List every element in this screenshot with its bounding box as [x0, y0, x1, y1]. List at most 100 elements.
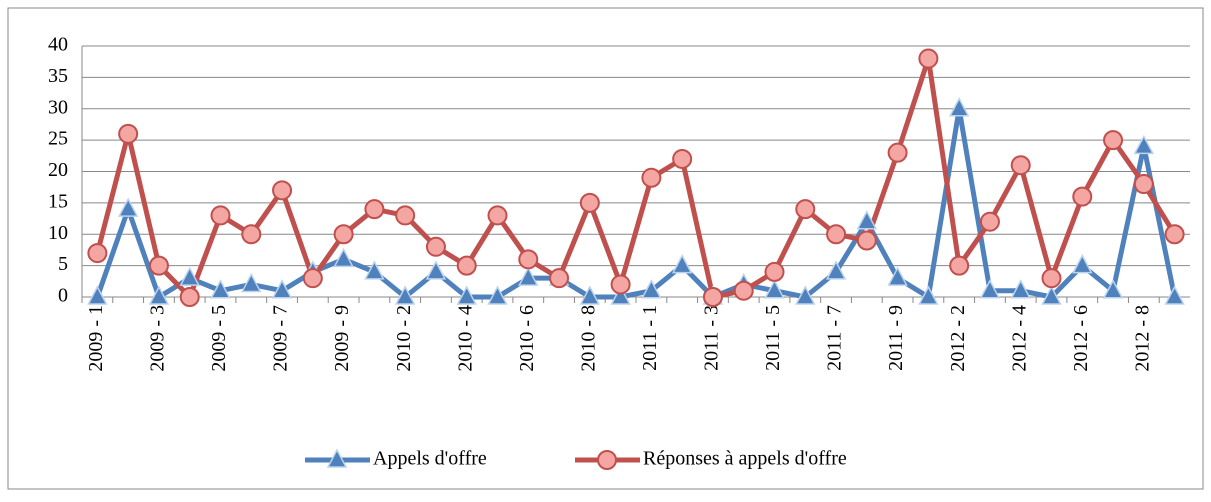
point [456, 285, 477, 305]
point [826, 224, 847, 245]
point [179, 266, 200, 286]
point [425, 236, 446, 257]
point [948, 97, 970, 117]
point [795, 285, 816, 305]
point [1102, 279, 1124, 299]
point [887, 142, 908, 163]
x-tick-label: 2011 - 7 [824, 305, 846, 371]
point [1164, 224, 1185, 245]
point [272, 180, 293, 201]
point [241, 272, 262, 293]
point [395, 205, 416, 226]
point [179, 287, 200, 307]
x-tick-label: 2011 - 1 [639, 305, 661, 371]
point [795, 199, 816, 220]
y-tick-label: 25 [48, 128, 68, 150]
legend-marker [597, 450, 617, 470]
point [487, 205, 508, 226]
point [210, 279, 231, 299]
point [210, 205, 231, 226]
point [949, 255, 970, 276]
point [487, 285, 508, 305]
legend-marker [326, 448, 348, 468]
point [1072, 254, 1093, 274]
point [456, 255, 477, 276]
point [118, 123, 139, 144]
point [979, 279, 1001, 299]
point [333, 224, 354, 245]
point [610, 274, 631, 295]
point [641, 167, 662, 188]
x-tick-label: 2010 - 6 [516, 305, 538, 372]
y-tick-label: 35 [48, 65, 68, 87]
point [549, 268, 570, 289]
point [1010, 155, 1031, 176]
x-tick-label: 2009 - 3 [147, 305, 169, 372]
point [333, 247, 354, 268]
x-tick-label: 2012 - 6 [1070, 305, 1092, 372]
point [425, 260, 447, 280]
y-tick-label: 40 [48, 34, 68, 56]
point [271, 279, 293, 299]
point [117, 197, 139, 217]
x-tick-label: 2009 - 5 [208, 305, 230, 372]
y-tick-label: 15 [48, 190, 68, 212]
x-tick-label: 2009 - 1 [85, 305, 107, 372]
point [918, 48, 939, 69]
point [87, 243, 108, 264]
legend-label: Appels d'offre [373, 448, 487, 470]
x-tick-label: 2011 - 9 [885, 305, 907, 371]
point [979, 211, 1000, 232]
point [364, 199, 385, 220]
x-tick-label: 2010 - 4 [454, 305, 476, 372]
point [579, 192, 600, 213]
x-tick-label: 2009 - 7 [270, 305, 292, 372]
point [1133, 134, 1155, 155]
point [518, 249, 539, 270]
point [148, 255, 169, 276]
point [641, 279, 662, 299]
point [241, 224, 262, 245]
point [671, 254, 693, 274]
point [87, 285, 108, 305]
point [825, 260, 847, 280]
point [1010, 279, 1031, 299]
point [579, 285, 601, 305]
y-tick-label: 20 [48, 159, 68, 181]
point [733, 280, 754, 301]
point [1072, 186, 1093, 207]
y-tick-label: 10 [48, 222, 68, 244]
y-tick-label: 30 [48, 96, 68, 118]
point [610, 285, 631, 305]
point [302, 268, 323, 289]
y-tick-label: 0 [58, 285, 68, 307]
x-tick-label: 2010 - 2 [393, 305, 415, 372]
point [764, 279, 785, 299]
point [918, 285, 939, 305]
point [672, 148, 693, 169]
point [148, 285, 170, 305]
point [887, 266, 908, 286]
point [518, 266, 539, 286]
point [1041, 268, 1062, 289]
point [1041, 285, 1062, 305]
point [856, 210, 878, 230]
legend-label: Réponses à appels d'offre [643, 448, 847, 470]
point [764, 261, 785, 282]
point [856, 230, 877, 251]
point [394, 285, 416, 305]
x-tick-label: 2011 - 5 [762, 305, 784, 371]
point [1103, 130, 1124, 151]
x-tick-label: 2011 - 3 [701, 305, 723, 371]
x-tick-label: 2012 - 8 [1131, 305, 1153, 372]
point [364, 260, 385, 280]
x-tick-label: 2012 - 4 [1008, 305, 1030, 372]
point [1164, 285, 1185, 305]
x-tick-label: 2012 - 2 [947, 305, 969, 372]
point [702, 287, 723, 307]
x-tick-label: 2009 - 9 [331, 305, 353, 372]
x-tick-label: 2010 - 8 [577, 305, 599, 372]
point [1133, 174, 1154, 195]
y-tick-label: 5 [58, 253, 68, 275]
